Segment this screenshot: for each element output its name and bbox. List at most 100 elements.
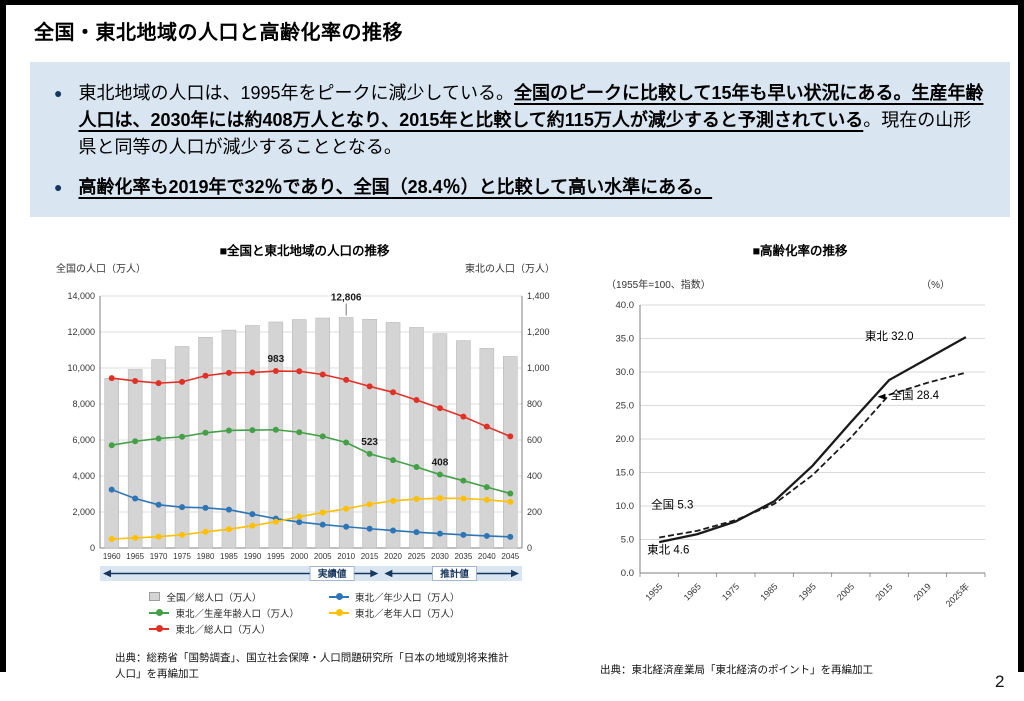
forecast-range-label: 推計値: [432, 566, 477, 581]
svg-text:983: 983: [267, 354, 284, 365]
legend-item-tohoku-working-age: 東北／生産年齢人口（万人）: [149, 606, 299, 620]
chart-annotation: 全国 28.4: [891, 388, 940, 402]
svg-text:2020: 2020: [384, 552, 402, 561]
svg-text:40.0: 40.0: [616, 300, 635, 311]
chart-annotation: 東北 4.6: [647, 544, 689, 557]
svg-text:2025: 2025: [408, 552, 426, 561]
svg-text:1995: 1995: [267, 552, 285, 561]
annotation-arrow-icon: [877, 393, 886, 400]
svg-text:12,000: 12,000: [67, 327, 95, 337]
svg-text:800: 800: [527, 399, 542, 409]
svg-text:20.0: 20.0: [616, 434, 635, 445]
gridlines-and-ticks: 0 0 2,000 200 4,000 400 6,000 600 8,000 800 10,000…: [67, 291, 549, 553]
svg-text:0: 0: [90, 543, 95, 553]
aging-chart-title: ■高齢化率の推移: [752, 244, 848, 258]
page-number: 2: [995, 672, 1005, 691]
legend-label: 全国／総人口（万人）: [166, 592, 262, 604]
aging-right-caption: （%）: [921, 280, 950, 291]
legend-line-swatch: [329, 593, 349, 600]
population-left-axis-caption: 全国の人口（万人）: [56, 264, 146, 275]
svg-text:1975: 1975: [720, 581, 741, 602]
svg-text:1980: 1980: [197, 552, 215, 561]
svg-text:200: 200: [527, 507, 542, 517]
legend-label: 東北／老年人口（万人）: [355, 608, 460, 620]
summary-box: ● 東北地域の人口は、1995年をピークに減少している。全国のピークに比較して15…: [30, 62, 1010, 217]
svg-text:1985: 1985: [220, 552, 238, 561]
svg-text:2030: 2030: [431, 552, 449, 561]
legend-line-swatch: [149, 609, 170, 616]
summary-bullet-text: 高齢化率も2019年で32％であり、全国（28.4％）と比較して高い水準にある。: [78, 177, 713, 197]
legend-item-national-total: 全国／総人口（万人）: [149, 590, 299, 604]
svg-text:1960: 1960: [103, 552, 121, 561]
line-series-tohoku: [658, 336, 967, 544]
legend-bar-swatch: [149, 592, 161, 601]
svg-text:30.0: 30.0: [616, 367, 635, 378]
svg-text:12,806: 12,806: [331, 292, 362, 303]
aging-chart-source: 出典：東北経済産業局「東北経済のポイント」を再編加工: [600, 664, 873, 676]
chart-annotation: 全国 5.3: [651, 498, 693, 512]
population-chart-legend: 全国／総人口（万人） 東北／生産年齢人口（万人） 東北／総人口（万人） 東北／年少人口…: [52, 590, 557, 636]
svg-text:4,000: 4,000: [72, 471, 95, 481]
svg-text:1990: 1990: [243, 552, 261, 561]
legend-line-swatch: [149, 625, 170, 632]
summary-bullet-text: 東北地域の人口は、1995年をピークに減少している。全国のピークに比較して15年…: [78, 83, 984, 157]
data-labels: 12,806 983 523 408: [267, 292, 448, 468]
svg-text:400: 400: [527, 471, 542, 481]
svg-text:523: 523: [361, 437, 378, 448]
svg-text:408: 408: [432, 458, 449, 469]
svg-text:0.0: 0.0: [621, 568, 634, 579]
svg-text:10,000: 10,000: [67, 363, 95, 373]
x-axis-labels: 1960 1965 1970 1975 1980 1985 1990 1995 2000 2005…: [103, 552, 520, 561]
population-chart: ■全国と東北地域の人口の推移 全国の人口（万人） 東北の人口（万人） 0 0 2,0…: [52, 240, 557, 636]
svg-text:6,000: 6,000: [72, 435, 95, 445]
gridlines-and-ticks: 0.0 5.0 10.0 15.0 20.0 25.0 30.0 35.0 40.0: [616, 300, 986, 579]
legend-label: 東北／年少人口（万人）: [355, 592, 460, 604]
svg-text:2,000: 2,000: [72, 507, 95, 517]
svg-text:1965: 1965: [682, 581, 703, 602]
svg-text:実績値: 実績値: [318, 568, 347, 580]
population-right-axis-caption: 東北の人口（万人）: [465, 264, 555, 275]
legend-item-tohoku-elderly: 東北／老年人口（万人）: [329, 606, 460, 620]
svg-text:2015: 2015: [873, 581, 894, 602]
bar-series-national-total: [104, 317, 518, 549]
legend-label: 東北／生産年齢人口（万人）: [175, 608, 299, 620]
svg-text:2045: 2045: [501, 552, 519, 561]
population-chart-canvas: 0 0 2,000 200 4,000 400 6,000 600 8,000 800 10,000…: [67, 291, 550, 581]
svg-text:1995: 1995: [797, 581, 818, 602]
svg-text:2005: 2005: [314, 552, 332, 561]
svg-text:2010: 2010: [337, 552, 355, 561]
legend-item-tohoku-young: 東北／年少人口（万人）: [329, 590, 460, 604]
aging-left-caption: （1955年=100、指数）: [606, 280, 711, 291]
svg-text:15.0: 15.0: [616, 468, 635, 479]
line-series-national: [659, 371, 967, 539]
svg-text:10.0: 10.0: [616, 501, 635, 512]
svg-text:600: 600: [527, 435, 542, 445]
svg-text:25.0: 25.0: [616, 401, 635, 412]
svg-text:2000: 2000: [290, 552, 308, 561]
population-chart-source: 出典：総務省「国勢調査」、国立社会保障・人口問題研究所「日本の地域別将来推計人口…: [115, 652, 509, 681]
svg-text:2005: 2005: [835, 581, 856, 602]
x-axis-labels: 1955 1965 1975 1985 1995 2005 2015 2019 2025年: [643, 581, 971, 609]
chart-annotation: 東北 32.0: [865, 330, 914, 343]
aging-rate-chart: ■高齢化率の推移 （1955年=100、指数） （%） 0.0 5.0 10.0 15…: [600, 240, 1000, 628]
chart-annotations: 東北 32.0 全国 28.4 全国 5.3 東北 4.6: [647, 330, 940, 557]
svg-text:8,000: 8,000: [72, 399, 95, 409]
actual-range-label: 実績値: [309, 566, 355, 581]
summary-bullet: ● 高齢化率も2019年で32％であり、全国（28.4％）と比較して高い水準にある…: [54, 174, 984, 201]
population-chart-title: ■全国と東北地域の人口の推移: [219, 244, 390, 258]
svg-text:1,200: 1,200: [527, 327, 550, 337]
summary-bullet: ● 東北地域の人口は、1995年をピークに減少している。全国のピークに比較して15…: [54, 80, 984, 161]
line-series-tohoku-young: [108, 486, 514, 540]
svg-text:2025年: 2025年: [943, 581, 971, 609]
svg-text:1955: 1955: [643, 581, 664, 602]
legend-line-swatch: [329, 609, 349, 616]
svg-text:2035: 2035: [454, 552, 472, 561]
svg-text:1,000: 1,000: [527, 363, 550, 373]
line-series-tohoku-working-age: [108, 426, 514, 497]
line-series-tohoku-elderly: [108, 495, 514, 542]
svg-text:0: 0: [527, 543, 532, 553]
page-title: 全国・東北地域の人口と高齢化率の推移: [34, 22, 403, 44]
page-border-frame: [0, 0, 1024, 672]
